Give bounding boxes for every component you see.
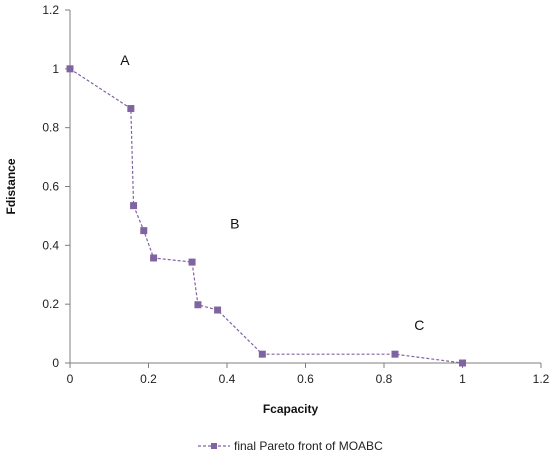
- y-axis-title: Fdistance: [4, 158, 18, 214]
- data-point: [459, 359, 466, 367]
- data-point: [66, 65, 74, 73]
- data-point: [194, 301, 202, 309]
- y-tick-label: 1: [52, 62, 59, 76]
- x-tick-label: 0.2: [140, 372, 157, 386]
- x-tick-label: 0.4: [219, 372, 236, 386]
- data-point: [391, 350, 399, 358]
- x-tick-label: 1.2: [533, 372, 550, 386]
- y-tick-label: 0: [52, 356, 59, 370]
- y-tick-label: 0.6: [42, 180, 59, 194]
- data-point: [127, 105, 135, 113]
- x-axis-title: Fcapacity: [263, 402, 319, 416]
- y-tick-label: 0.4: [42, 238, 59, 252]
- tick-labels: 0 0.2 0.4 0.6 0.8 1 1.2 0 0.2 0.4 0.6 0.8 1 1.2: [42, 3, 549, 386]
- data-point: [214, 306, 222, 314]
- y-tick-label: 0.2: [42, 297, 59, 311]
- x-tick-label: 1: [459, 372, 466, 386]
- legend-label: final Pareto front of MOABC: [234, 439, 383, 453]
- data-point: [130, 202, 138, 210]
- x-tick-label: 0.8: [376, 372, 393, 386]
- legend-marker: [211, 443, 217, 449]
- series-line: [69, 68, 463, 364]
- region-label-c: C: [414, 317, 424, 333]
- y-tick-label: 1.2: [42, 3, 59, 17]
- axes: [65, 9, 542, 368]
- region-label-b: B: [230, 215, 239, 231]
- y-tick-label: 0.8: [42, 121, 59, 135]
- annotations: A B C: [120, 52, 424, 333]
- series-layer: [66, 65, 466, 367]
- data-point: [140, 227, 148, 235]
- x-tick-label: 0: [67, 372, 74, 386]
- region-label-a: A: [120, 52, 130, 68]
- x-tick-label: 0.6: [297, 372, 314, 386]
- data-point: [150, 254, 158, 262]
- legend: final Pareto front of MOABC: [198, 439, 383, 453]
- data-point: [188, 258, 196, 266]
- data-point: [258, 350, 266, 358]
